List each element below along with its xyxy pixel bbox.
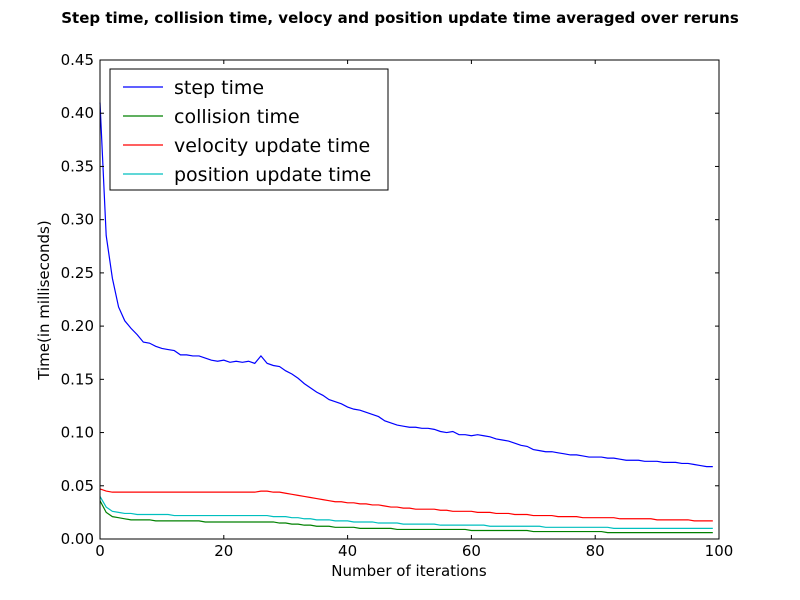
x-tick-label: 60 <box>462 542 481 560</box>
plot-frame <box>99 59 720 540</box>
y-tick-label: 0.30 <box>61 211 94 229</box>
y-tick-label: 0.25 <box>61 264 94 282</box>
y-axis-label: Time(in milliseconds) <box>35 220 53 380</box>
y-tick-label: 0.10 <box>61 424 94 442</box>
y-tick-label: 0.40 <box>61 104 94 122</box>
y-tick-label: 0.35 <box>61 157 94 175</box>
legend-label-1: collision time <box>174 106 300 128</box>
y-tick-label: 0.20 <box>61 317 94 335</box>
legend-label-3: position update time <box>174 164 371 186</box>
y-tick-label: 0.00 <box>61 530 94 548</box>
plot-area: 0 20 40 60 80 100 0.00 0.05 0.10 0.15 0.20 0.25 0.30… <box>61 51 734 560</box>
series-line-3 <box>99 496 713 529</box>
series-line-0 <box>99 102 713 468</box>
x-tick-label: 0 <box>95 542 105 560</box>
x-tick-label: 80 <box>586 542 605 560</box>
legend-label-0: step time <box>174 77 264 99</box>
x-tick-label: 100 <box>705 542 734 560</box>
x-tick-label: 40 <box>338 542 357 560</box>
series-line-2 <box>99 488 713 522</box>
y-tick-label: 0.15 <box>61 370 94 388</box>
x-tick-label: 20 <box>214 542 233 560</box>
x-axis-label: Number of iterations <box>331 562 487 580</box>
y-tick-label: 0.45 <box>61 51 94 69</box>
legend-box <box>109 68 389 191</box>
legend: step time collision time velocity update t… <box>109 68 389 191</box>
series-line-1 <box>99 500 713 534</box>
y-tick-label: 0.05 <box>61 477 94 495</box>
legend-label-2: velocity update time <box>174 135 370 157</box>
chart-title: Step time, collision time, velocy and po… <box>61 9 739 27</box>
